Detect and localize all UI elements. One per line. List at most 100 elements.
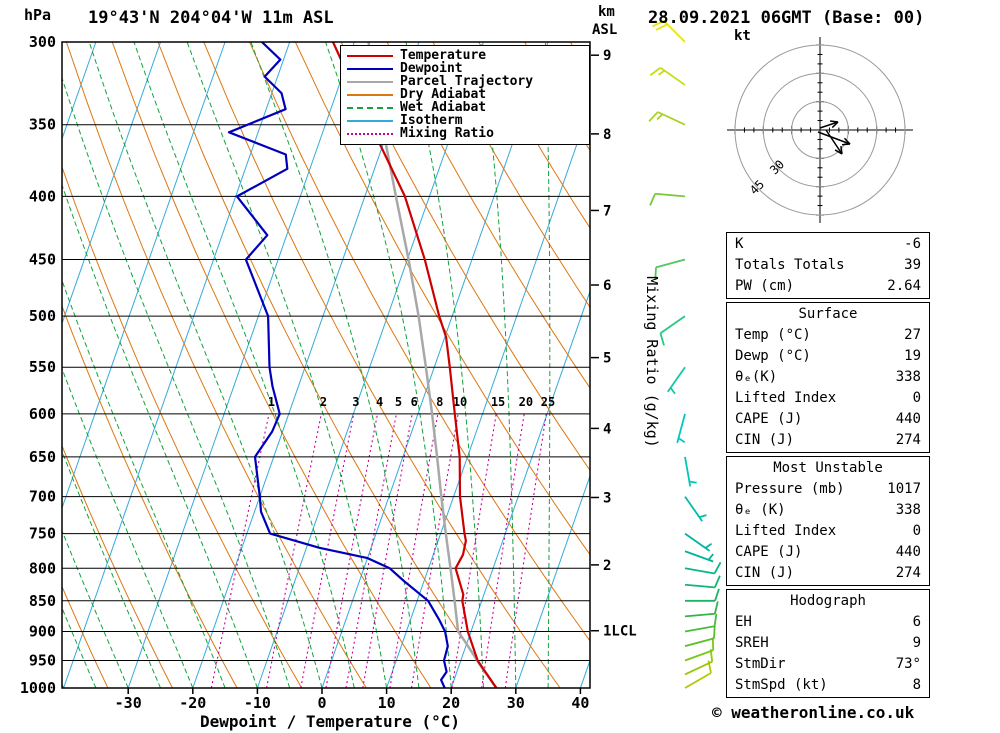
mixing-ratio-line — [504, 413, 547, 688]
km-tick-label: 4 — [603, 421, 611, 437]
legend-line-sample — [347, 119, 393, 122]
mixing-ratio-value-label: 8 — [436, 395, 443, 409]
table-row: Dewp (°C) 19 — [727, 346, 929, 367]
km-tick-label: 8 — [603, 127, 611, 143]
x-axis-label: Dewpoint / Temperature (°C) — [199, 712, 461, 731]
mixing-ratio-value-label: 3 — [352, 395, 359, 409]
table-row: StmSpd (kt) 8 — [727, 675, 929, 696]
temp-tick-label: 20 — [442, 694, 460, 712]
pressure-tick-label: 450 — [29, 251, 56, 269]
plot-border — [61, 41, 591, 689]
indices-table: K -6 Totals Totals 39 PW (cm) 2.64 — [726, 232, 930, 299]
legend-item: Isotherm — [347, 114, 583, 127]
hodograph-ring — [762, 72, 878, 188]
metric-label: Pressure (mb) — [735, 481, 845, 497]
mixing-ratio-value-label: 6 — [411, 395, 418, 409]
legend-line-sample — [347, 132, 393, 135]
legend-line-sample — [347, 106, 393, 109]
table-row: CAPE (J) 440 — [727, 542, 929, 563]
table-row: CAPE (J) 440 — [727, 409, 929, 430]
metric-label: SREH — [735, 635, 769, 651]
hodograph-table: Hodograph EH 6 SREH 9 StmDir 73° StmSpd (kt) 8 — [726, 589, 930, 698]
km-tick-label: 5 — [603, 351, 611, 367]
metric-value: 274 — [895, 432, 921, 448]
stats-tables: K -6 Totals Totals 39 PW (cm) 2.64 Surface Temp… — [726, 232, 930, 698]
mixing-ratio-value-label: 4 — [376, 395, 383, 409]
legend-item: Parcel Trajectory — [347, 75, 583, 88]
metric-label: Totals Totals — [735, 257, 845, 273]
legend-label: Parcel Trajectory — [400, 74, 534, 89]
metric-label: Temp (°C) — [735, 327, 811, 343]
most-unstable-table: Most Unstable Pressure (mb) 1017 θₑ (K) 338 L… — [726, 456, 930, 586]
legend-item: Dewpoint — [347, 62, 583, 75]
metric-label: Lifted Index — [735, 523, 837, 539]
metric-value: -6 — [904, 236, 921, 252]
table-row: θₑ (K) 338 — [727, 500, 929, 521]
pressure-tick-label: 500 — [29, 307, 56, 325]
wet-adiabat-line — [62, 449, 161, 688]
legend-label: Mixing Ratio — [400, 126, 494, 141]
table-title: Surface — [798, 306, 858, 322]
metric-value: 440 — [895, 544, 921, 560]
metric-label: K — [735, 236, 744, 252]
isotherm-line — [63, 42, 291, 688]
table-row: PW (cm) 2.64 — [727, 276, 929, 297]
pressure-unit-label: hPa — [24, 6, 52, 24]
metric-label: Dewp (°C) — [735, 348, 811, 364]
legend-item: Wet Adiabat — [347, 101, 583, 114]
asl-axis-unit: ASL — [592, 22, 618, 38]
pressure-tick-label: 300 — [29, 33, 56, 51]
metric-value: 0 — [912, 390, 921, 406]
legend-line-sample — [347, 67, 393, 70]
km-axis-unit: km — [598, 4, 615, 20]
table-row: K -6 — [727, 234, 929, 255]
isotherm-line — [0, 42, 31, 688]
mixing-ratio-line — [345, 413, 397, 688]
hodograph-ring — [791, 101, 849, 159]
metric-value: 9 — [912, 635, 921, 651]
table-row: Temp (°C) 27 — [727, 325, 929, 346]
parcel-trajectory-curve — [367, 42, 498, 688]
dry-adiabat-line — [386, 42, 590, 389]
metric-value: 0 — [912, 523, 921, 539]
dewpoint-curve — [227, 42, 449, 688]
legend-line-sample — [347, 93, 393, 96]
wet-adiabat-line — [62, 529, 129, 688]
legend-item: Temperature — [347, 49, 583, 62]
metric-value: 274 — [895, 565, 921, 581]
wet-adiabat-line — [544, 42, 551, 688]
table-row: SREH 9 — [727, 633, 929, 654]
datetime-label: 28.09.2021 06GMT (Base: 00) — [648, 8, 925, 28]
table-title: Hodograph — [790, 593, 866, 609]
pressure-tick-label: 650 — [29, 448, 56, 466]
pressure-tick-label: 900 — [29, 622, 56, 640]
wet-adiabat-line — [405, 42, 484, 688]
pressure-tick-label: 1000 — [20, 679, 56, 697]
pressure-tick-label: 850 — [29, 592, 56, 610]
pressure-tick-label: 600 — [29, 405, 56, 423]
metric-value: 8 — [912, 677, 921, 693]
metric-label: StmDir — [735, 656, 786, 672]
hodograph-kt-label: kt — [734, 28, 751, 44]
sounding-profiles — [227, 42, 498, 688]
pressure-tick-label: 750 — [29, 525, 56, 543]
pressure-tick-label: 400 — [29, 187, 56, 205]
dry-adiabat-line — [432, 42, 590, 309]
metric-value: 6 — [912, 614, 921, 630]
table-title: Most Unstable — [773, 460, 883, 476]
isotherm-line — [515, 474, 590, 688]
metric-value: 39 — [904, 257, 921, 273]
metric-label: CAPE (J) — [735, 411, 803, 427]
km-tick-label: 1LCL — [603, 624, 637, 640]
metric-value: 73° — [895, 656, 921, 672]
metric-value: 19 — [904, 348, 921, 364]
temp-tick-label: -30 — [115, 694, 142, 712]
isotherm-line — [127, 42, 355, 688]
km-tick-label: 7 — [603, 203, 611, 219]
table-row: Totals Totals 39 — [727, 255, 929, 276]
legend-label: Dry Adiabat — [400, 87, 487, 102]
mixing-ratio-line — [300, 413, 355, 688]
